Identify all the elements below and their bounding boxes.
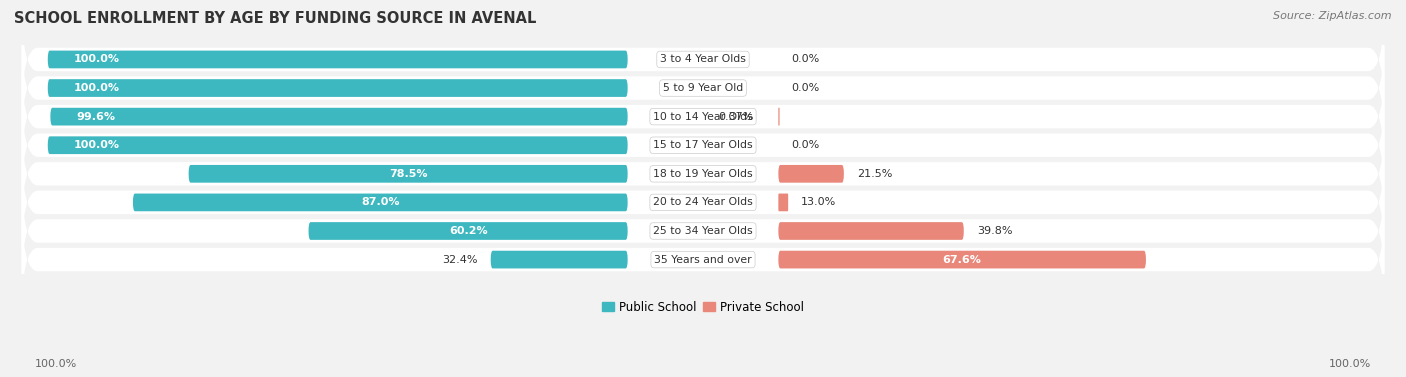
Text: SCHOOL ENROLLMENT BY AGE BY FUNDING SOURCE IN AVENAL: SCHOOL ENROLLMENT BY AGE BY FUNDING SOUR… [14, 11, 537, 26]
FancyBboxPatch shape [48, 79, 627, 97]
FancyBboxPatch shape [21, 200, 1385, 319]
FancyBboxPatch shape [21, 171, 1385, 291]
Text: 15 to 17 Year Olds: 15 to 17 Year Olds [654, 140, 752, 150]
Text: 100.0%: 100.0% [75, 54, 120, 64]
FancyBboxPatch shape [779, 222, 963, 240]
FancyBboxPatch shape [779, 251, 1146, 268]
Text: 5 to 9 Year Old: 5 to 9 Year Old [662, 83, 744, 93]
Text: 87.0%: 87.0% [361, 198, 399, 207]
Text: 32.4%: 32.4% [441, 254, 478, 265]
Text: 100.0%: 100.0% [35, 359, 77, 369]
FancyBboxPatch shape [134, 193, 627, 211]
FancyBboxPatch shape [779, 193, 789, 211]
FancyBboxPatch shape [308, 222, 627, 240]
Text: 100.0%: 100.0% [75, 140, 120, 150]
Text: 100.0%: 100.0% [75, 83, 120, 93]
Text: 99.6%: 99.6% [76, 112, 115, 122]
Text: 0.0%: 0.0% [792, 54, 820, 64]
Text: Source: ZipAtlas.com: Source: ZipAtlas.com [1274, 11, 1392, 21]
Text: 25 to 34 Year Olds: 25 to 34 Year Olds [654, 226, 752, 236]
Text: 21.5%: 21.5% [858, 169, 893, 179]
Legend: Public School, Private School: Public School, Private School [598, 296, 808, 318]
FancyBboxPatch shape [779, 165, 844, 183]
Text: 3 to 4 Year Olds: 3 to 4 Year Olds [659, 54, 747, 64]
Text: 67.6%: 67.6% [942, 254, 981, 265]
FancyBboxPatch shape [21, 28, 1385, 148]
FancyBboxPatch shape [21, 0, 1385, 119]
FancyBboxPatch shape [21, 86, 1385, 205]
FancyBboxPatch shape [21, 57, 1385, 176]
FancyBboxPatch shape [51, 108, 627, 126]
Text: 60.2%: 60.2% [449, 226, 488, 236]
FancyBboxPatch shape [21, 143, 1385, 262]
FancyBboxPatch shape [491, 251, 627, 268]
FancyBboxPatch shape [48, 136, 627, 154]
FancyBboxPatch shape [21, 114, 1385, 234]
Text: 0.0%: 0.0% [792, 140, 820, 150]
Text: 20 to 24 Year Olds: 20 to 24 Year Olds [654, 198, 752, 207]
Text: 0.0%: 0.0% [792, 83, 820, 93]
Text: 39.8%: 39.8% [977, 226, 1012, 236]
Text: 100.0%: 100.0% [1329, 359, 1371, 369]
Text: 35 Years and over: 35 Years and over [654, 254, 752, 265]
Text: 10 to 14 Year Olds: 10 to 14 Year Olds [654, 112, 752, 122]
Text: 0.37%: 0.37% [718, 112, 754, 122]
FancyBboxPatch shape [48, 51, 627, 68]
Text: 18 to 19 Year Olds: 18 to 19 Year Olds [654, 169, 752, 179]
FancyBboxPatch shape [188, 165, 627, 183]
Text: 13.0%: 13.0% [801, 198, 837, 207]
Text: 78.5%: 78.5% [389, 169, 427, 179]
